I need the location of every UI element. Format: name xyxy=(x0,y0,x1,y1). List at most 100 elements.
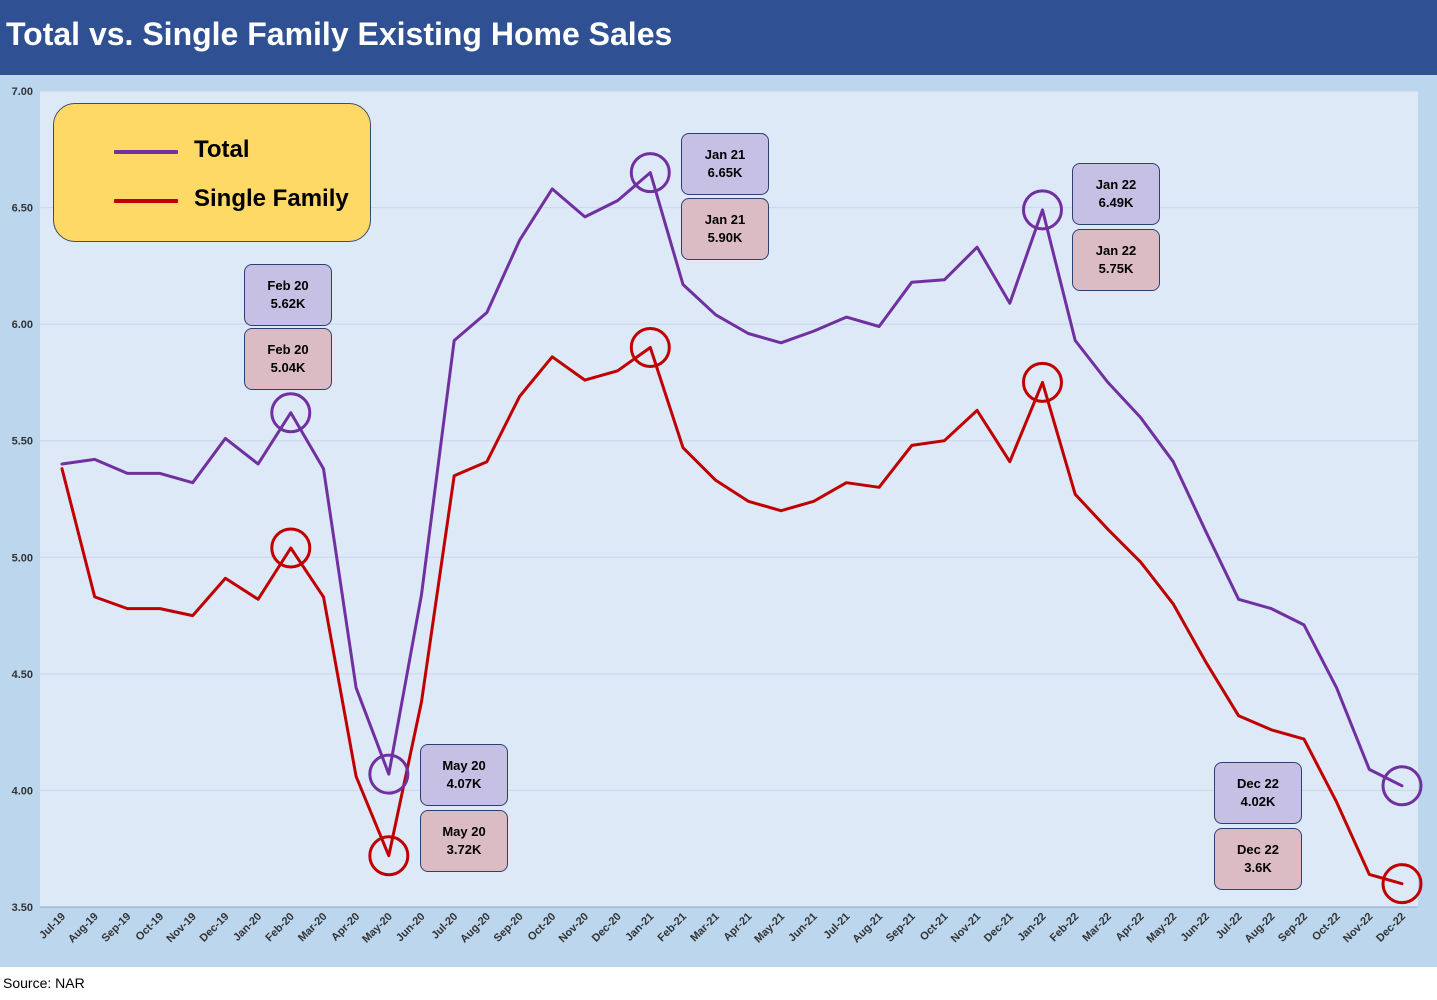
callout-total-feb-20: Feb 20 5.62K xyxy=(244,264,332,326)
x-tick-label: Aug-21 xyxy=(850,911,885,946)
x-tick-label: Aug-20 xyxy=(458,911,493,946)
x-tick-label: Mar-20 xyxy=(296,911,330,945)
callout-value: 5.04K xyxy=(270,360,306,375)
x-tick-label: May-22 xyxy=(1144,911,1179,946)
highlight-circle-single-family xyxy=(270,527,312,569)
x-tick-label: May-20 xyxy=(360,911,395,946)
x-tick-label: Oct-19 xyxy=(133,911,166,944)
series-line-single-family xyxy=(60,346,1404,886)
x-tick-label: Dec-20 xyxy=(590,911,624,945)
legend-swatch-single-family xyxy=(114,199,178,203)
x-tick-label: Sep-22 xyxy=(1276,911,1310,945)
callout-single-dec-22: Dec 22 3.6K xyxy=(1214,828,1302,890)
callout-date: Dec 22 xyxy=(1237,842,1279,857)
highlight-circle-single-family xyxy=(368,835,410,877)
highlight-circle-total xyxy=(629,152,671,194)
chart-title: Total vs. Single Family Existing Home Sa… xyxy=(6,16,673,52)
y-tick-label: 5.50 xyxy=(12,436,33,448)
callout-total-jan-22: Jan 22 6.49K xyxy=(1072,163,1160,225)
x-tick-label: Jan-20 xyxy=(231,911,264,944)
x-tick-label: Apr-20 xyxy=(329,911,362,944)
callout-single-jan-22: Jan 22 5.75K xyxy=(1072,229,1160,291)
x-tick-label: Sep-19 xyxy=(99,911,133,945)
callout-date: Jan 22 xyxy=(1095,243,1137,258)
x-tick-label: Jul-21 xyxy=(822,911,853,942)
x-tick-label: Jan-22 xyxy=(1015,911,1048,944)
callout-total-may-20: May 20 4.07K xyxy=(420,744,508,806)
callout-total-jan-21: Jan 21 6.65K xyxy=(681,133,769,195)
callout-date: Jan 21 xyxy=(704,147,746,162)
callout-date: Feb 20 xyxy=(267,278,309,293)
highlight-circle-total xyxy=(270,392,312,434)
x-tick-label: Nov-21 xyxy=(949,911,983,945)
y-tick-label: 5.00 xyxy=(12,552,33,564)
y-tick-label: 3.50 xyxy=(12,902,33,914)
callout-total-dec-22: Dec 22 4.02K xyxy=(1214,762,1302,824)
legend-label-total: Total xyxy=(194,136,250,163)
callout-single-may-20: May 20 3.72K xyxy=(420,810,508,872)
x-tick-label: Dec-22 xyxy=(1374,911,1408,945)
x-tick-label: Jun-21 xyxy=(786,911,820,945)
callout-value: 3.72K xyxy=(446,842,482,857)
callout-value: 6.49K xyxy=(1098,195,1134,210)
x-tick-label: Aug-19 xyxy=(66,911,101,946)
highlight-circle-total xyxy=(1381,765,1423,807)
x-tick-label: Feb-20 xyxy=(263,911,297,945)
legend-label-single-family: Single Family xyxy=(194,185,349,212)
y-tick-label: 4.50 xyxy=(12,669,33,681)
highlight-circle-single-family xyxy=(629,326,671,368)
x-tick-label: Nov-19 xyxy=(164,911,198,945)
y-tick-label: 7.00 xyxy=(12,86,33,98)
x-tick-label: Jul-20 xyxy=(429,911,460,942)
x-tick-label: Apr-21 xyxy=(721,911,754,944)
callout-date: Feb 20 xyxy=(267,342,309,357)
callout-value: 6.65K xyxy=(707,165,743,180)
callout-value: 5.90K xyxy=(707,230,743,245)
callout-value: 3.6K xyxy=(1244,860,1272,875)
callout-date: Jan 21 xyxy=(704,212,746,227)
callout-date: May 20 xyxy=(442,824,486,839)
x-tick-label: Jun-20 xyxy=(394,911,428,945)
callout-value: 4.07K xyxy=(446,776,482,791)
y-tick-label: 6.50 xyxy=(12,203,33,215)
callout-date: Jan 22 xyxy=(1095,177,1137,192)
x-tick-label: Feb-21 xyxy=(656,911,690,945)
callout-value: 5.62K xyxy=(270,296,306,311)
x-tick-label: Jul-22 xyxy=(1214,911,1245,942)
x-tick-label: Oct-22 xyxy=(1310,911,1343,944)
x-tick-label: Sep-20 xyxy=(492,911,526,945)
highlight-circle-total xyxy=(1021,189,1063,231)
x-tick-label: Jun-22 xyxy=(1178,911,1212,945)
x-tick-label: Oct-21 xyxy=(918,911,951,944)
x-tick-label: Apr-22 xyxy=(1114,911,1147,944)
x-tick-label: Sep-21 xyxy=(884,911,918,945)
x-tick-label: Feb-22 xyxy=(1048,911,1082,945)
x-tick-label: Oct-20 xyxy=(526,911,559,944)
x-tick-label: Aug-22 xyxy=(1243,911,1278,946)
y-tick-label: 6.00 xyxy=(12,319,33,331)
x-tick-label: Mar-22 xyxy=(1080,911,1114,945)
x-tick-label: Jan-21 xyxy=(623,911,656,944)
x-tick-label: May-21 xyxy=(752,911,787,946)
x-tick-label: Nov-22 xyxy=(1341,911,1375,945)
callout-single-jan-21: Jan 21 5.90K xyxy=(681,198,769,260)
series-line-total xyxy=(60,171,1404,788)
x-tick-label: Jul-19 xyxy=(37,911,68,942)
callout-date: May 20 xyxy=(442,758,486,773)
legend: Total Single Family xyxy=(53,103,371,242)
callout-value: 4.02K xyxy=(1240,794,1276,809)
legend-swatch-total xyxy=(114,150,178,154)
highlight-circle-total xyxy=(368,753,410,795)
highlight-circle-single-family xyxy=(1381,863,1423,905)
source-note: Source: NAR xyxy=(3,975,85,991)
x-tick-label: Dec-19 xyxy=(198,911,232,945)
x-tick-label: Dec-21 xyxy=(982,911,1016,945)
header-bar: Total vs. Single Family Existing Home Sa… xyxy=(0,0,1437,75)
y-tick-label: 4.00 xyxy=(12,785,33,797)
callout-single-feb-20: Feb 20 5.04K xyxy=(244,328,332,390)
callout-date: Dec 22 xyxy=(1237,776,1279,791)
callout-value: 5.75K xyxy=(1098,261,1134,276)
x-tick-label: Nov-20 xyxy=(557,911,591,945)
x-tick-label: Mar-21 xyxy=(688,911,722,945)
